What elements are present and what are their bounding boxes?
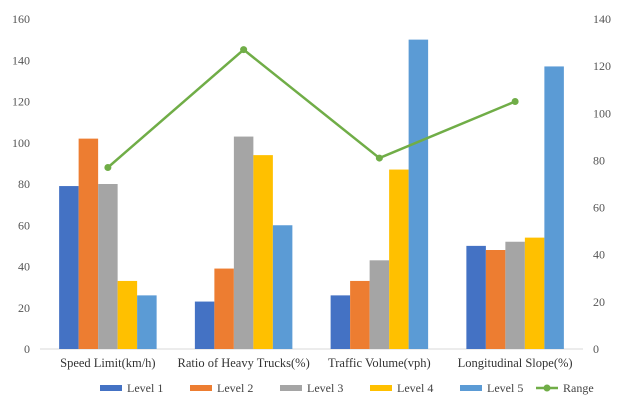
range-point-ratio-of-heavy-trucks (240, 46, 248, 54)
legend-label: Level 4 (397, 381, 433, 395)
right-tick-label: 40 (593, 248, 605, 262)
bar-level-5-speed-limit-km-h (137, 295, 157, 349)
category-label: Longitudinal Slope(%) (458, 356, 573, 370)
category-label: Traffic Volume(vph) (328, 356, 431, 370)
legend-swatch (100, 385, 122, 391)
bar-level-5-ratio-of-heavy-trucks (272, 225, 293, 349)
bar-level-4-traffic-volume-vph (389, 169, 409, 349)
bar-level-1-ratio-of-heavy-trucks (194, 301, 215, 349)
category-label: Speed Limit(km/h) (60, 356, 155, 370)
range-point-speed-limit-km-h (104, 164, 112, 171)
bar-level-4-speed-limit-km-h (117, 280, 138, 349)
range-point-longitudinal-slope (511, 98, 519, 105)
range-line (107, 48, 516, 169)
bar-level-3-longitudinal-slope (505, 241, 525, 349)
right-tick-label: 60 (593, 201, 605, 215)
left-axis-ticks: 0 20 40 60 80 100 120 140 160 (12, 12, 30, 356)
left-tick-label: 140 (12, 53, 30, 67)
left-tick-label: 80 (18, 177, 30, 191)
legend-item-range: Range (536, 381, 594, 395)
right-tick-label: 20 (593, 295, 605, 309)
legend-label: Level 3 (307, 381, 343, 395)
legend-label: Level 1 (127, 381, 163, 395)
legend: Level 1 Level 2 Level 3 Level 4 Level 5 Range (100, 381, 594, 395)
bar-level-2-speed-limit-km-h (78, 138, 99, 349)
left-tick-label: 40 (18, 260, 30, 274)
left-tick-label: 120 (12, 95, 30, 109)
bar-level-1-speed-limit-km-h (59, 186, 79, 349)
legend-item-level-2: Level 2 (190, 381, 253, 395)
right-tick-label: 80 (593, 153, 605, 167)
left-tick-label: 100 (12, 136, 30, 150)
left-tick-label: 60 (18, 218, 30, 232)
legend-swatch (370, 385, 392, 391)
bar-level-1-traffic-volume-vph (330, 295, 351, 349)
category-labels: Speed Limit(km/h) Ratio of Heavy Trucks(%… (60, 356, 572, 370)
bar-level-3-traffic-volume-vph (369, 260, 390, 349)
left-tick-label: 0 (24, 342, 30, 356)
legend-item-level-4: Level 4 (370, 381, 433, 395)
left-tick-label: 160 (12, 12, 30, 26)
bar-level-4-longitudinal-slope (524, 237, 545, 349)
bar-level-2-traffic-volume-vph (350, 280, 370, 349)
right-tick-label: 140 (593, 12, 611, 26)
bar-level-3-ratio-of-heavy-trucks (233, 136, 254, 349)
bar-level-4-ratio-of-heavy-trucks (253, 155, 273, 349)
legend-swatch (280, 385, 302, 391)
legend-item-level-3: Level 3 (280, 381, 343, 395)
legend-marker (543, 384, 551, 392)
legend-label: Level 2 (217, 381, 253, 395)
right-axis-ticks: 0 20 40 60 80 100 120 140 (593, 12, 611, 356)
right-tick-label: 0 (593, 342, 599, 356)
legend-label: Range (563, 381, 594, 395)
legend-item-level-1: Level 1 (100, 381, 163, 395)
range-point-traffic-volume-vph (375, 154, 383, 162)
legend-item-level-5: Level 5 (460, 381, 523, 395)
legend-swatch (190, 385, 212, 391)
bar-level-2-longitudinal-slope (485, 250, 506, 349)
bar-level-2-ratio-of-heavy-trucks (214, 268, 234, 349)
bar-level-3-speed-limit-km-h (98, 184, 118, 349)
legend-label: Level 5 (487, 381, 523, 395)
category-label: Ratio of Heavy Trucks(%) (177, 356, 309, 370)
right-tick-label: 120 (593, 59, 611, 73)
bar-level-1-longitudinal-slope (466, 245, 486, 349)
bar-level-5-longitudinal-slope (544, 66, 564, 349)
bars (59, 39, 564, 349)
range-line-series (104, 46, 519, 171)
left-tick-label: 20 (18, 301, 30, 315)
bar-level-5-traffic-volume-vph (408, 39, 429, 349)
legend-swatch (460, 385, 482, 391)
right-tick-label: 100 (593, 106, 611, 120)
